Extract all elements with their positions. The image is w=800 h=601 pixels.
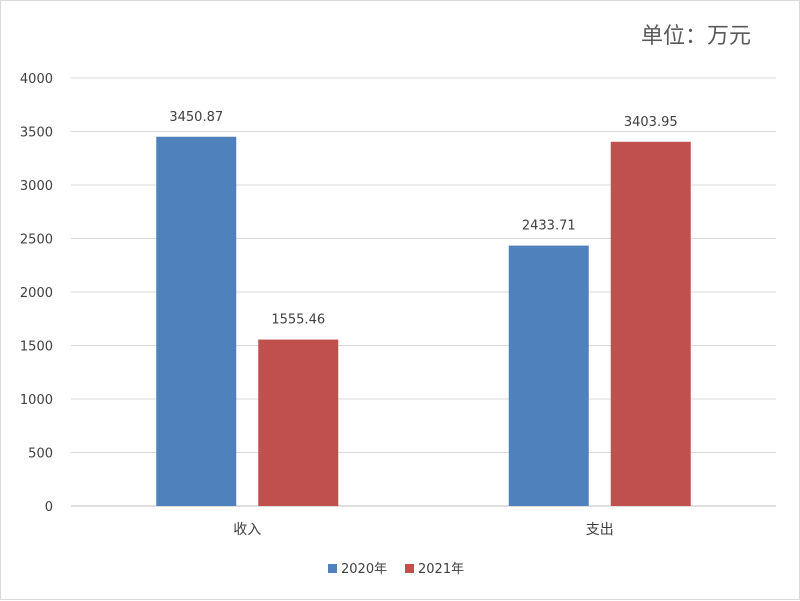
legend-label: 2020年 bbox=[341, 562, 387, 577]
x-category-label: 收入 bbox=[233, 522, 261, 538]
data-label: 3450.87 bbox=[169, 110, 223, 125]
y-tick-label: 1000 bbox=[20, 393, 53, 408]
legend-label: 2021年 bbox=[418, 562, 464, 577]
legend: 2020年 2021年 bbox=[328, 562, 464, 577]
y-tick-label: 4000 bbox=[20, 72, 53, 87]
y-tick-label: 3500 bbox=[20, 126, 53, 141]
bar-series1-expense bbox=[508, 245, 589, 507]
bar-series2-income bbox=[258, 339, 339, 506]
bar-series1-income bbox=[156, 136, 237, 507]
y-tick-label: 500 bbox=[28, 447, 53, 462]
x-axis-categories: 收入 支出 bbox=[233, 522, 614, 538]
y-tick-label: 3000 bbox=[20, 179, 53, 194]
bar-series2-expense bbox=[610, 141, 691, 506]
y-axis-ticks: 0 500 1000 1500 2000 2500 3000 3500 4000 bbox=[20, 72, 53, 515]
legend-swatch bbox=[405, 564, 414, 573]
y-tick-label: 2000 bbox=[20, 286, 53, 301]
data-label: 2433.71 bbox=[522, 219, 576, 234]
y-tick-label: 2500 bbox=[20, 233, 53, 248]
data-label: 1555.46 bbox=[271, 313, 325, 328]
y-tick-label: 1500 bbox=[20, 340, 53, 355]
bars: 3450.87 1555.46 2433.71 3403.95 bbox=[156, 110, 691, 507]
unit-label: 单位：万元 bbox=[641, 24, 751, 49]
legend-swatch bbox=[328, 564, 337, 573]
y-tick-label: 0 bbox=[45, 500, 53, 515]
x-category-label: 支出 bbox=[586, 522, 614, 538]
data-label: 3403.95 bbox=[624, 115, 678, 130]
